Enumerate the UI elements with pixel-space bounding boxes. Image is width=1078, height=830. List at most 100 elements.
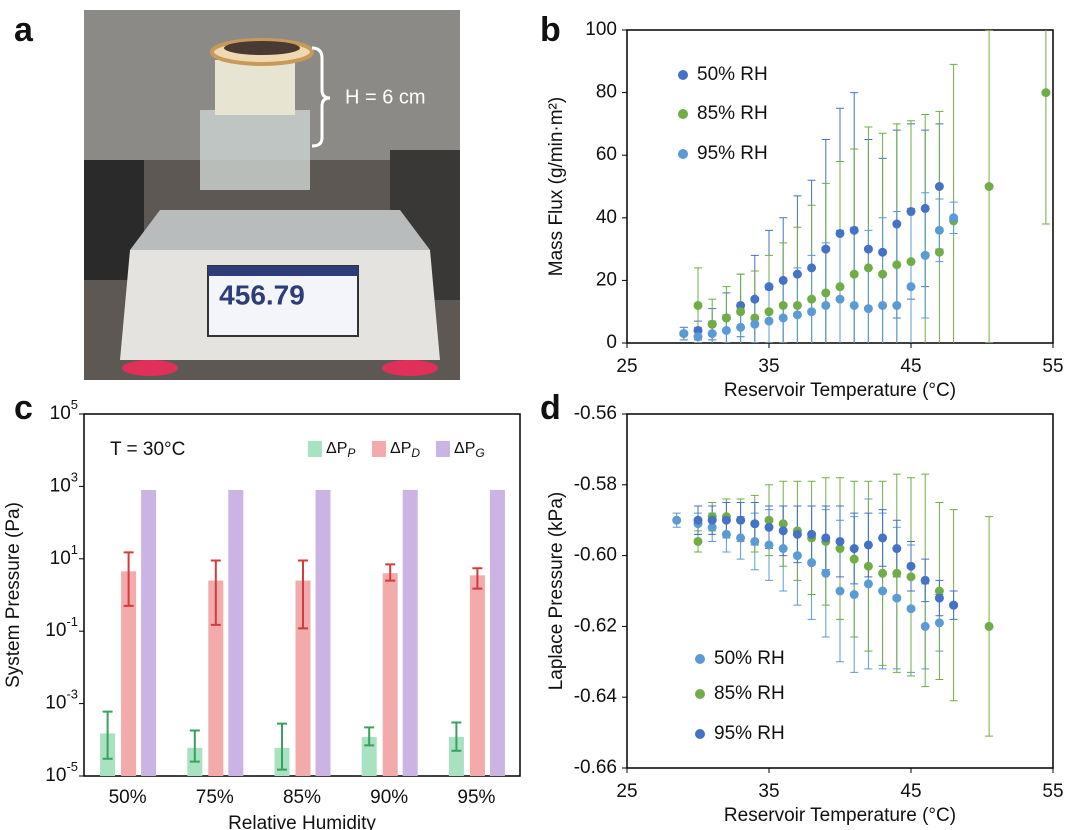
data-point bbox=[863, 561, 873, 571]
data-point bbox=[863, 244, 873, 254]
y-tick-label: 0 bbox=[606, 332, 617, 353]
x-tick-label: 55 bbox=[1042, 781, 1063, 802]
data-point bbox=[764, 515, 774, 525]
data-point bbox=[863, 263, 873, 273]
annotation: T = 30°C bbox=[110, 439, 185, 460]
data-point bbox=[764, 307, 774, 317]
data-point bbox=[863, 304, 873, 314]
x-axis-label: Reservoir Temperature (°C) bbox=[724, 380, 956, 401]
error-bar bbox=[472, 567, 483, 590]
tick-base: 10 bbox=[50, 548, 71, 569]
bar bbox=[402, 489, 418, 776]
data-point bbox=[778, 544, 788, 554]
data-point bbox=[1041, 88, 1051, 98]
x-tick-label: 45 bbox=[900, 781, 921, 802]
data-point bbox=[750, 536, 760, 546]
data-point bbox=[821, 244, 831, 254]
data-point bbox=[672, 515, 682, 525]
data-point bbox=[920, 621, 930, 631]
data-point bbox=[807, 307, 817, 317]
data-point bbox=[821, 288, 831, 298]
y-tick-label: 103 bbox=[50, 470, 78, 497]
data-point bbox=[892, 593, 902, 603]
data-point bbox=[849, 225, 859, 235]
data-point bbox=[693, 515, 703, 525]
y-axis-label: Mass Flux (g/min·m²) bbox=[546, 97, 567, 276]
bar bbox=[208, 580, 224, 776]
data-point bbox=[821, 300, 831, 310]
tick-exponent: 5 bbox=[71, 397, 78, 412]
data-point bbox=[878, 533, 888, 543]
plot-area bbox=[672, 473, 994, 737]
y-tick-label: 80 bbox=[596, 82, 617, 103]
x-tick-label: 35 bbox=[758, 356, 779, 377]
data-point bbox=[920, 250, 930, 260]
data-point bbox=[835, 228, 845, 238]
data-point bbox=[778, 313, 788, 323]
legend-marker bbox=[695, 689, 705, 699]
data-point bbox=[778, 300, 788, 310]
data-point bbox=[892, 219, 902, 229]
data-point bbox=[821, 533, 831, 543]
data-point bbox=[892, 568, 902, 578]
data-point bbox=[707, 515, 717, 525]
data-point bbox=[721, 515, 731, 525]
tick-exponent: -5 bbox=[66, 759, 78, 774]
error-bar bbox=[385, 563, 396, 582]
data-point bbox=[707, 522, 717, 532]
data-point bbox=[736, 300, 746, 310]
data-point bbox=[764, 316, 774, 326]
data-point bbox=[934, 247, 944, 257]
bar bbox=[489, 489, 505, 776]
data-point bbox=[764, 282, 774, 292]
data-point bbox=[736, 307, 746, 317]
data-point bbox=[892, 260, 902, 270]
y-tick-label: -0.64 bbox=[574, 686, 618, 707]
data-point bbox=[693, 536, 703, 546]
x-tick-label: 55 bbox=[1042, 356, 1063, 377]
legend-label: 50% RH bbox=[714, 648, 785, 669]
tick-base: 10 bbox=[50, 403, 71, 424]
y-tick-label: 20 bbox=[596, 269, 617, 290]
legend-label: 95% RH bbox=[714, 723, 785, 744]
data-point bbox=[835, 586, 845, 596]
error-bar bbox=[189, 729, 200, 763]
y-tick-label: 100 bbox=[585, 19, 617, 40]
data-point bbox=[849, 554, 859, 564]
error-bar bbox=[451, 721, 462, 752]
bar bbox=[448, 736, 464, 776]
bar bbox=[361, 736, 377, 776]
y-tick-label: 10-3 bbox=[45, 687, 78, 714]
x-tick-label: 85% bbox=[283, 787, 321, 808]
bar bbox=[228, 489, 244, 776]
error-bar bbox=[1041, 30, 1050, 225]
y-tick-label: 40 bbox=[596, 207, 617, 228]
data-point bbox=[892, 300, 902, 310]
photo: H = 6 cm 456.79 bbox=[84, 10, 460, 380]
data-point bbox=[849, 269, 859, 279]
tick-exponent: 1 bbox=[71, 542, 78, 557]
panel-label: d bbox=[540, 389, 561, 427]
data-point bbox=[721, 325, 731, 335]
x-tick-label: 50% bbox=[109, 787, 147, 808]
data-point bbox=[750, 519, 760, 529]
data-point bbox=[778, 526, 788, 536]
y-tick-label: 101 bbox=[50, 542, 78, 569]
legend-label: 50% RH bbox=[697, 64, 768, 85]
data-point bbox=[949, 600, 959, 610]
data-point bbox=[750, 294, 760, 304]
x-tick-label: 25 bbox=[616, 781, 637, 802]
legend-name: ΔP bbox=[390, 440, 411, 457]
data-point bbox=[693, 332, 703, 342]
legend-swatch bbox=[436, 441, 450, 457]
legend-subscript: P bbox=[347, 446, 355, 460]
x-tick-label: 45 bbox=[900, 356, 921, 377]
plot-area bbox=[679, 30, 1051, 343]
panel-label: c bbox=[14, 389, 33, 427]
bar bbox=[469, 575, 485, 776]
data-point bbox=[835, 544, 845, 554]
legend-subscript: G bbox=[475, 446, 484, 460]
data-point bbox=[878, 586, 888, 596]
data-point bbox=[849, 544, 859, 554]
y-tick-label: 60 bbox=[596, 144, 617, 165]
